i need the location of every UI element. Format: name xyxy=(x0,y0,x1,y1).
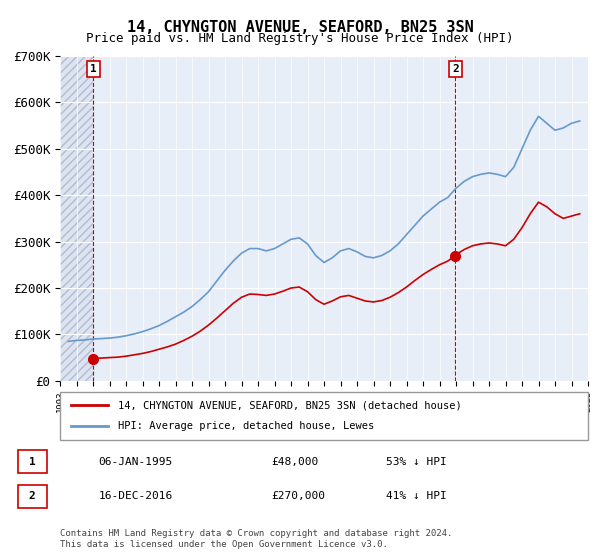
Text: £48,000: £48,000 xyxy=(271,456,319,466)
Text: 2: 2 xyxy=(29,491,35,501)
Text: 1: 1 xyxy=(90,64,97,74)
Bar xyxy=(60,56,94,381)
FancyBboxPatch shape xyxy=(18,450,47,473)
Text: £270,000: £270,000 xyxy=(271,491,325,501)
Text: 2: 2 xyxy=(452,64,459,74)
FancyBboxPatch shape xyxy=(60,392,588,440)
Text: HPI: Average price, detached house, Lewes: HPI: Average price, detached house, Lewe… xyxy=(118,421,374,431)
Text: Price paid vs. HM Land Registry's House Price Index (HPI): Price paid vs. HM Land Registry's House … xyxy=(86,32,514,45)
Text: 16-DEC-2016: 16-DEC-2016 xyxy=(98,491,173,501)
Text: 41% ↓ HPI: 41% ↓ HPI xyxy=(386,491,447,501)
FancyBboxPatch shape xyxy=(18,485,47,508)
Text: Contains HM Land Registry data © Crown copyright and database right 2024.
This d: Contains HM Land Registry data © Crown c… xyxy=(60,529,452,549)
Text: 53% ↓ HPI: 53% ↓ HPI xyxy=(386,456,447,466)
Text: 14, CHYNGTON AVENUE, SEAFORD, BN25 3SN (detached house): 14, CHYNGTON AVENUE, SEAFORD, BN25 3SN (… xyxy=(118,400,462,410)
Text: 1: 1 xyxy=(29,456,35,466)
Text: 14, CHYNGTON AVENUE, SEAFORD, BN25 3SN: 14, CHYNGTON AVENUE, SEAFORD, BN25 3SN xyxy=(127,20,473,35)
Text: 06-JAN-1995: 06-JAN-1995 xyxy=(98,456,173,466)
